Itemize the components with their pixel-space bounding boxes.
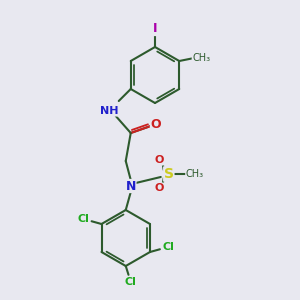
Text: N: N — [126, 179, 136, 193]
Text: Cl: Cl — [78, 214, 89, 224]
Text: O: O — [154, 155, 164, 165]
Text: CH₃: CH₃ — [186, 169, 204, 179]
Text: NH: NH — [100, 106, 118, 116]
Text: O: O — [150, 118, 161, 130]
Text: Cl: Cl — [162, 242, 174, 252]
Text: Cl: Cl — [125, 277, 137, 287]
Text: CH₃: CH₃ — [192, 53, 210, 63]
Text: I: I — [153, 22, 157, 35]
Text: S: S — [164, 167, 174, 181]
Text: O: O — [154, 183, 164, 193]
